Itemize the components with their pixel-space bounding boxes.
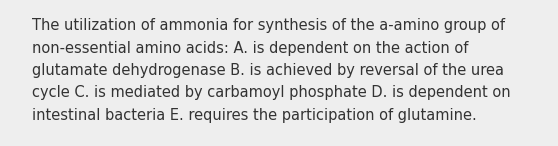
Text: non-essential amino acids: A. is dependent on the action of: non-essential amino acids: A. is depende…: [32, 40, 468, 55]
Text: intestinal bacteria E. requires the participation of glutamine.: intestinal bacteria E. requires the part…: [32, 108, 477, 123]
Text: The utilization of ammonia for synthesis of the a-amino group of: The utilization of ammonia for synthesis…: [32, 18, 505, 33]
Text: cycle C. is mediated by carbamoyl phosphate D. is dependent on: cycle C. is mediated by carbamoyl phosph…: [32, 86, 511, 100]
Text: glutamate dehydrogenase B. is achieved by reversal of the urea: glutamate dehydrogenase B. is achieved b…: [32, 63, 504, 78]
